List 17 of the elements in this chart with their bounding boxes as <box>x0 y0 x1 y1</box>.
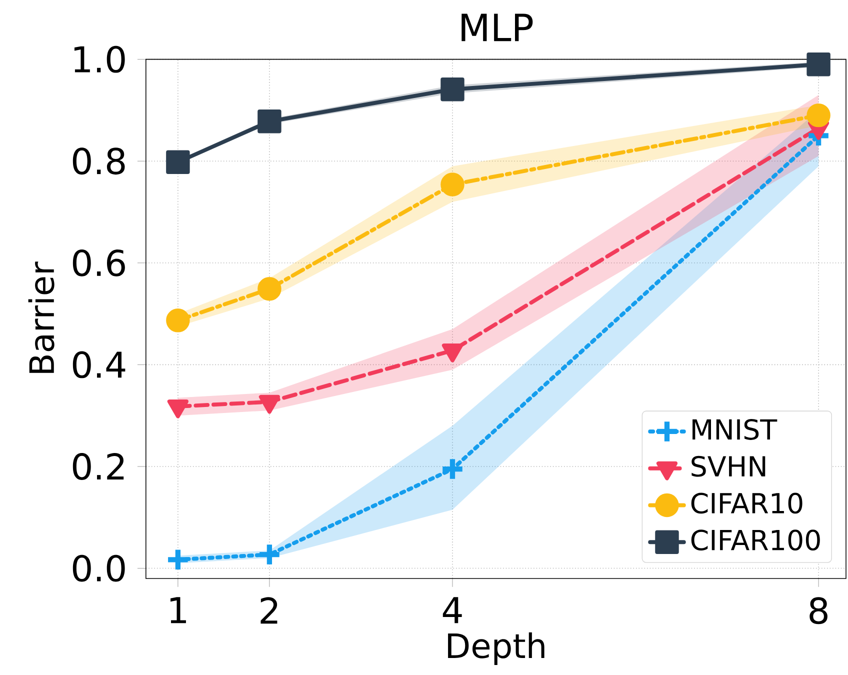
x-tick-label: 1 <box>170 596 186 623</box>
y-tick-label: 1.0 <box>74 46 125 73</box>
legend-label: SVHN <box>692 456 766 477</box>
legend-label: CIFAR10 <box>691 492 802 514</box>
y-tick-label: 0.2 <box>72 452 124 480</box>
x-tick-label: 4 <box>442 596 462 623</box>
y-axis-title: Barrier <box>28 261 54 373</box>
y-tick-label: 0.6 <box>72 249 125 276</box>
y-tick-label: 0.0 <box>72 554 125 582</box>
x-tick-label: 8 <box>810 597 828 624</box>
legend-label: CIFAR100 <box>691 529 820 550</box>
x-tick-label: 2 <box>260 597 278 624</box>
y-tick-label: 0.4 <box>72 351 126 378</box>
legend-label: MNIST <box>692 418 778 440</box>
y-tick-label: 0.8 <box>72 147 125 174</box>
chart-title: MLP <box>462 14 533 41</box>
x-axis-title: Depth <box>448 632 544 665</box>
